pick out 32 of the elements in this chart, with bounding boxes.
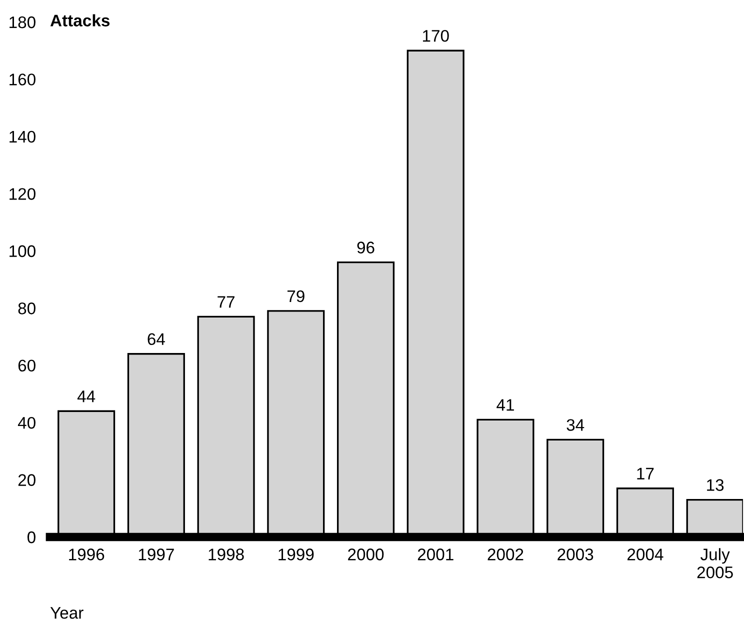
x-axis-title: Year [50,607,84,619]
x-tick-label: 1997 [138,548,174,560]
y-tick-label: 20 [18,474,36,486]
y-tick-label: 60 [18,360,36,372]
x-tick-label: 1998 [208,548,244,560]
y-tick-label: 160 [10,74,36,86]
data-label: 77 [218,296,234,308]
x-tick-label: 1999 [278,548,314,560]
data-label: 13 [707,479,724,491]
y-tick-label: 140 [10,130,36,143]
data-label: 96 [357,242,374,254]
y-axis-title: Attacks [50,14,110,26]
y-tick-label: 180 [10,16,36,28]
data-label: 79 [287,290,304,302]
x-tick-label: 2004 [628,548,664,560]
data-label: 34 [566,419,584,431]
y-tick-label: 80 [18,302,36,314]
x-tick-label: 2003 [558,548,594,560]
x-tick-label: 2001 [418,548,454,560]
x-tick-label: 2002 [488,548,524,560]
x-tick-label: July 2005 [697,548,733,578]
data-label: 17 [637,468,654,480]
x-tick-label: 2000 [348,548,384,560]
data-label: 44 [77,390,96,402]
y-tick-label: 100 [10,245,36,258]
data-label: 41 [496,399,514,411]
y-tick-label: 0 [27,531,36,544]
x-tick-label: 1996 [69,548,104,560]
y-tick-label: 40 [18,416,36,429]
data-label: 64 [148,333,165,346]
y-tick-label: 120 [10,188,36,200]
data-label: 170 [422,30,449,42]
